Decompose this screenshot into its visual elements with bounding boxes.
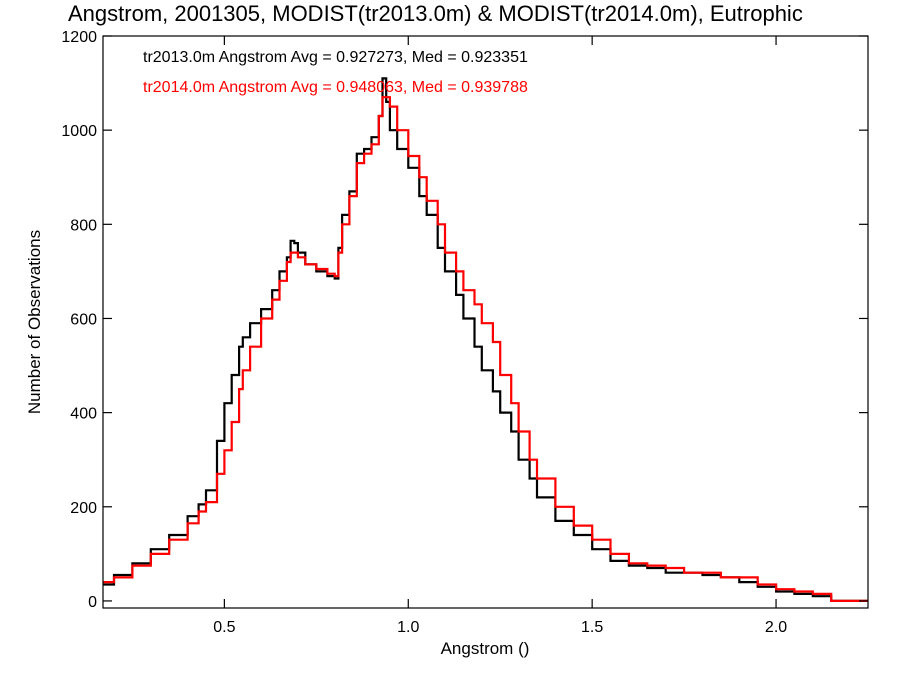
x-tick-label: 0.5	[213, 619, 235, 636]
legend-entry-tr2014: tr2014.0m Angstrom Avg = 0.948063, Med =…	[143, 79, 528, 96]
plot-frame	[102, 35, 869, 609]
y-tick-label: 400	[70, 406, 97, 423]
y-tick-label: 200	[70, 500, 97, 517]
plot-area	[103, 77, 868, 602]
y-tick-label: 1200	[61, 29, 97, 46]
series-line-2	[103, 96, 868, 602]
y-tick-label: 0	[88, 594, 97, 611]
x-tick-label: 1.0	[397, 619, 419, 636]
series-line-1	[103, 77, 868, 602]
y-tick-label: 1000	[61, 123, 97, 140]
y-tick-label: 600	[70, 311, 97, 328]
x-axis-label: Angstrom ()	[441, 639, 530, 658]
chart-title: Angstrom, 2001305, MODIST(tr2013.0m) & M…	[68, 1, 803, 26]
y-axis-label: Number of Observations	[25, 230, 44, 414]
x-tick-label: 2.0	[765, 619, 787, 636]
axis-ticks: 0.5 1.0 1.5 2.0 0 200 400 600 800 1000 1200	[61, 29, 868, 636]
x-tick-label: 1.5	[581, 619, 603, 636]
y-tick-label: 800	[70, 217, 97, 234]
legend-entry-tr2013: tr2013.0m Angstrom Avg = 0.927273, Med =…	[143, 49, 528, 66]
